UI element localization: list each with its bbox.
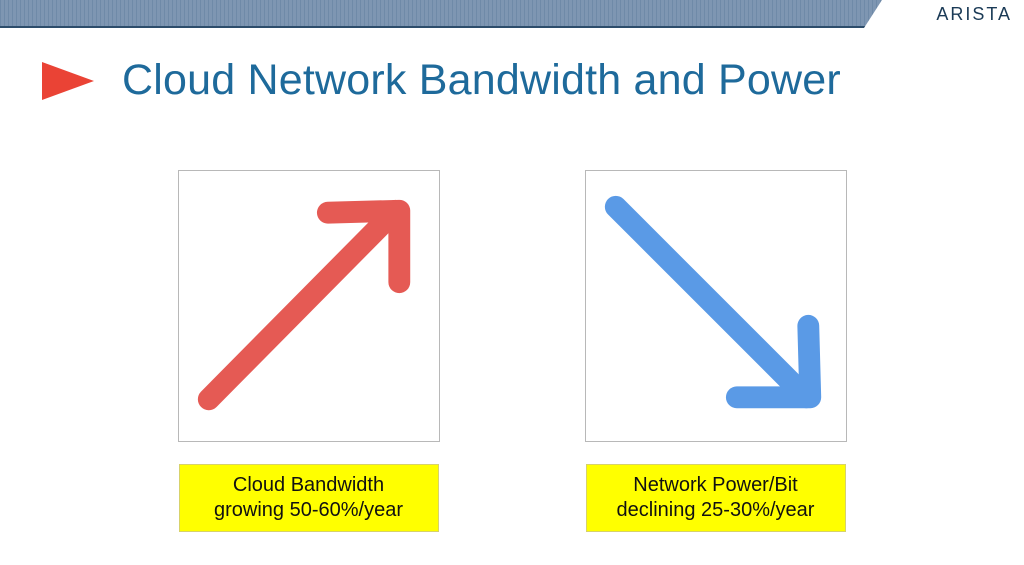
caption-line: Cloud Bandwidth (233, 474, 384, 496)
title-row: Cloud Network Bandwidth and Power (0, 56, 1024, 105)
caption-line: growing 50-60%/year (214, 499, 403, 521)
page-title: Cloud Network Bandwidth and Power (122, 56, 841, 105)
panel-right: Network Power/Bit declining 25-30%/year (585, 170, 847, 532)
logo-text: ARISTA (936, 4, 1012, 25)
panel-left-box (178, 170, 440, 442)
panels-container: Cloud Bandwidth growing 50-60%/year Netw… (0, 170, 1024, 532)
caption-line: declining 25-30%/year (617, 499, 815, 521)
title-bullet-icon (42, 62, 94, 100)
arrow-up-right-icon (179, 170, 439, 442)
panel-right-box (585, 170, 847, 442)
panel-left-caption: Cloud Bandwidth growing 50-60%/year (179, 464, 439, 532)
arrow-down-right-icon (586, 170, 846, 442)
panel-right-caption: Network Power/Bit declining 25-30%/year (586, 464, 846, 532)
logo-container: ARISTA (864, 0, 1024, 28)
caption-line: Network Power/Bit (633, 474, 798, 496)
panel-left: Cloud Bandwidth growing 50-60%/year (178, 170, 440, 532)
